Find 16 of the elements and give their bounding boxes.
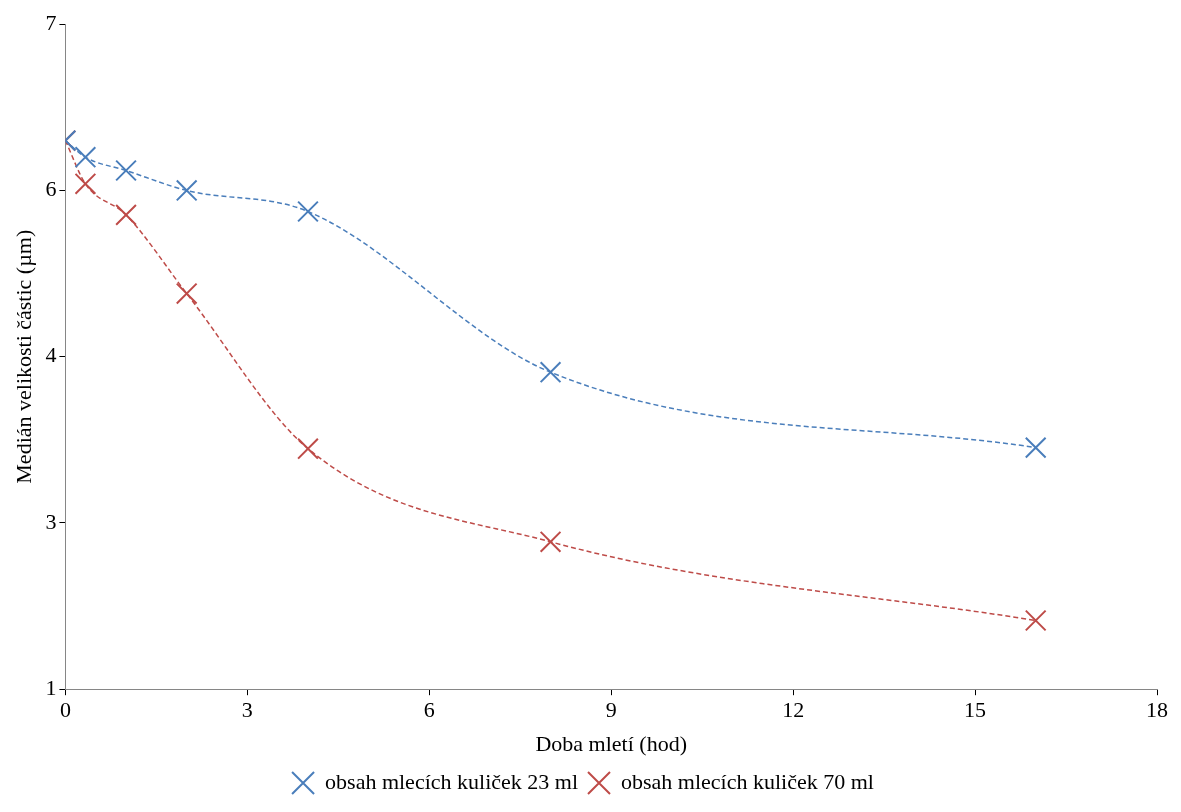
x-axis-title: Doba mletí (hod)	[535, 730, 687, 756]
x-tick-label: 9	[605, 697, 617, 723]
y-tick-label: 3	[45, 508, 57, 534]
x-tick-label: 0	[59, 697, 71, 723]
x-tick-label: 12	[782, 697, 805, 723]
x-tick-label: 3	[241, 697, 253, 723]
y-tick-label: 1	[45, 674, 57, 700]
y-tick-label: 6	[45, 176, 57, 202]
y-tick-label: 7	[45, 9, 57, 35]
x-tick-label: 6	[423, 697, 435, 723]
legend-label: obsah mlecích kuliček 70 ml	[621, 768, 874, 794]
y-axis-title: Medián velikosti částic (µm)	[10, 229, 36, 484]
x-tick-label: 18	[1146, 697, 1168, 723]
legend-label: obsah mlecích kuliček 23 ml	[325, 768, 578, 794]
x-tick-label: 15	[964, 697, 987, 723]
y-tick-label: 4	[45, 342, 57, 368]
